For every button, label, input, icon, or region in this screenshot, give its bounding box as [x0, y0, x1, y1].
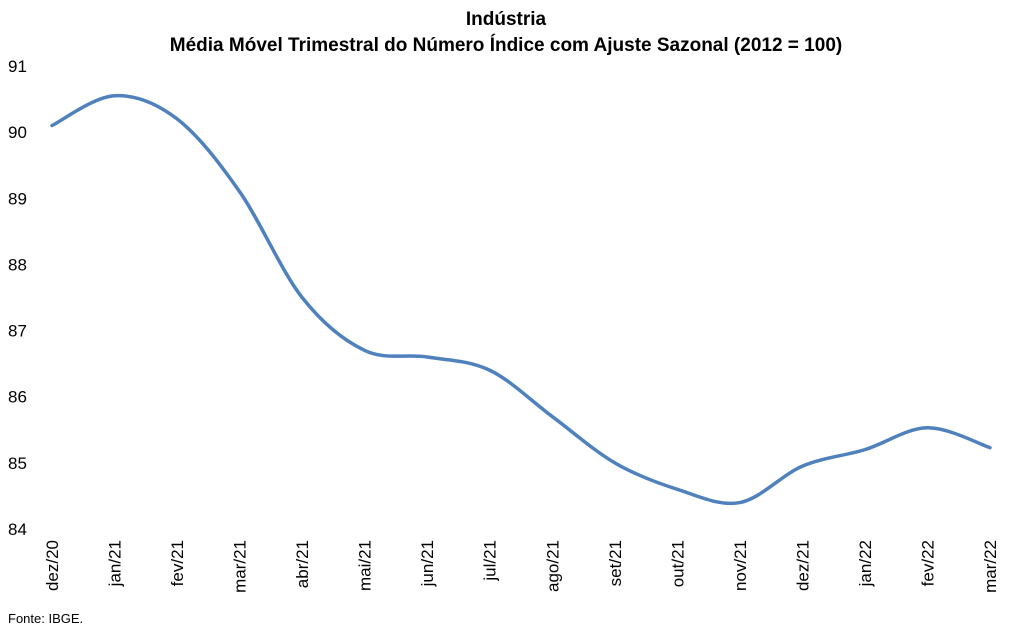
x-tick-label: mar/22: [981, 540, 1000, 593]
x-tick-label: jul/21: [481, 540, 500, 582]
x-tick-label: dez/20: [43, 540, 62, 591]
x-tick-label: jan/21: [106, 540, 125, 587]
y-tick-label: 89: [8, 189, 27, 208]
x-tick-label: nov/21: [731, 540, 750, 591]
y-tick-label: 86: [8, 388, 27, 407]
source-note: Fonte: IBGE.: [8, 611, 84, 626]
series-lines: [50, 93, 992, 506]
y-tick-label: 84: [8, 520, 27, 539]
y-tick-label: 90: [8, 123, 27, 142]
y-tick-label: 87: [8, 322, 27, 341]
x-tick-label: set/21: [606, 540, 625, 586]
y-axis-labels: 84 85 86 87 88 89 90 91: [8, 57, 27, 539]
x-tick-label: abr/21: [293, 540, 312, 588]
y-tick-label: 91: [8, 57, 27, 76]
series-line-0: [50, 93, 992, 506]
x-axis-labels: dez/20 jan/21 fev/21 mar/21 abr/21 mai/21 jun/…: [43, 540, 1000, 593]
x-tick-label: dez/21: [793, 540, 812, 591]
x-tick-label: jan/22: [856, 540, 875, 587]
chart-subtitle: Média Móvel Trimestral do Número Índice …: [169, 35, 843, 56]
x-tick-label: ago/21: [543, 540, 562, 592]
x-tick-label: out/21: [668, 540, 687, 587]
chart-title-block: Indústria Média Móvel Trimestral do Núme…: [0, 7, 1012, 59]
x-tick-label: mai/21: [356, 540, 375, 591]
x-tick-label: fev/22: [918, 540, 937, 586]
y-tick-label: 88: [8, 255, 27, 274]
y-tick-label: 85: [8, 454, 27, 473]
x-tick-label: mar/21: [231, 540, 250, 593]
x-tick-label: fev/21: [168, 540, 187, 586]
x-tick-label: jun/21: [418, 540, 437, 587]
chart-title: Indústria: [465, 9, 547, 30]
